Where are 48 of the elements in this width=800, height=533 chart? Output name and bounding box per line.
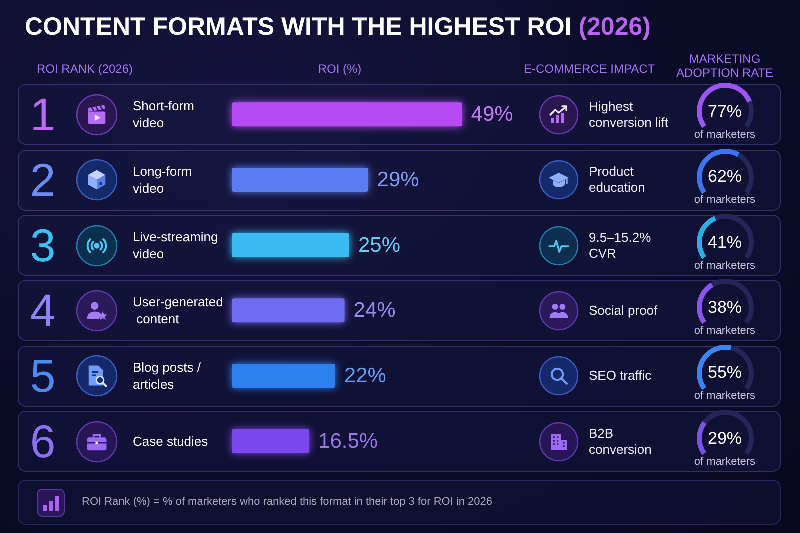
bar <box>232 298 345 323</box>
data-label: 41% <box>706 232 744 252</box>
data-label: 25% <box>358 234 401 257</box>
text: SEO traffic <box>589 368 653 384</box>
y2-tick-label: 2 <box>30 154 56 206</box>
data-label: 29% <box>377 168 420 192</box>
y2-tick-label: 1 <box>30 88 56 141</box>
y2-tick-label: 4 <box>30 284 56 337</box>
y-tick-label: User-generated content <box>133 294 224 327</box>
bar <box>232 102 462 127</box>
chart-title: CONTENT FORMATS WITH THE HIGHEST ROI (2026) <box>25 13 651 41</box>
data-label: 49% <box>471 103 514 126</box>
text: of marketers <box>693 194 757 208</box>
bar <box>232 364 336 388</box>
y2-tick-label: 5 <box>30 350 56 402</box>
data-label: 16.5% <box>318 430 378 453</box>
text: of marketers <box>693 324 757 339</box>
bar <box>232 429 310 454</box>
y-tick-label: Short-form video <box>133 98 198 131</box>
data-label: 24% <box>354 299 396 322</box>
data-label: 77% <box>706 102 744 122</box>
text: of marketers <box>693 456 757 470</box>
y-tick-label: Long-form video <box>133 164 196 196</box>
text: B2B conversion <box>589 426 653 458</box>
data-label: 29% <box>706 428 744 449</box>
data-label: 38% <box>706 298 744 318</box>
text: of marketers <box>693 390 757 404</box>
y-axis-title: ROI RANK (2026) <box>37 62 134 76</box>
text: 9.5–15.2% CVR <box>589 230 652 262</box>
text: E-COMMERCE IMPACT <box>524 62 656 76</box>
data-label: 22% <box>344 364 386 388</box>
y-tick-label: Case studies <box>133 434 209 449</box>
y-tick-label: Live-streaming video <box>133 229 222 262</box>
bar <box>232 168 368 192</box>
text: Product education <box>589 164 646 196</box>
y-tick-label: Blog posts / articles <box>133 360 205 392</box>
data-label: 62% <box>706 167 744 188</box>
text: of marketers <box>693 128 757 143</box>
text: Highest conversion lift <box>589 98 669 131</box>
text: ROI Rank (%) = % of marketers who ranked this format in their top 3 for ROI in 2026 <box>82 495 493 509</box>
x-axis-title: ROI (%) <box>317 62 363 76</box>
text: Social proof <box>589 302 659 319</box>
text: MARKETING ADOPTION RATE <box>675 52 775 80</box>
bar <box>232 233 350 258</box>
data-label: 55% <box>706 363 744 384</box>
text: of marketers <box>693 260 757 274</box>
y2-tick-label: 3 <box>30 219 56 272</box>
y2-tick-label: 6 <box>30 415 56 468</box>
